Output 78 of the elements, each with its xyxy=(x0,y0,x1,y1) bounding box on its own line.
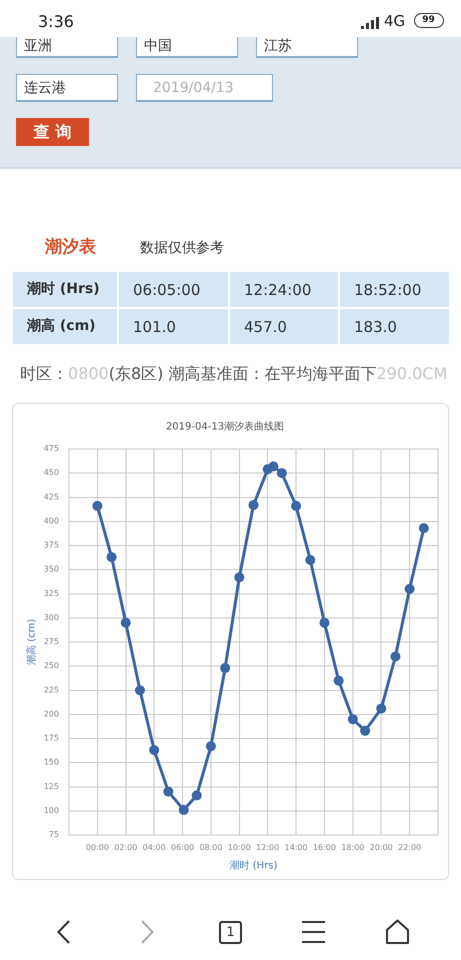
y-tick-label: 225 xyxy=(44,685,59,694)
x-tick-label: 04:00 xyxy=(142,842,166,852)
y-tick-label: 125 xyxy=(44,782,59,791)
text: 潮高 (cm) xyxy=(27,318,96,335)
y-axis-title: 潮高 (cm) xyxy=(26,618,38,666)
x-tick-label: 12:00 xyxy=(256,842,280,852)
x-tick-label: 22:00 xyxy=(398,842,422,852)
y-tick-label: 350 xyxy=(44,564,59,574)
text: 潮时 (Hrs) xyxy=(27,281,100,298)
x-tick-label: 10:00 xyxy=(228,842,251,852)
y-tick-label: 400 xyxy=(44,516,59,526)
text: 4G xyxy=(384,12,406,30)
x-tick-label: 02:00 xyxy=(114,842,138,852)
point xyxy=(234,572,244,582)
text: 3:36 xyxy=(38,12,74,30)
y-tick-label: 250 xyxy=(44,661,59,670)
battery-icon: 99 xyxy=(414,13,444,28)
point xyxy=(192,790,202,800)
x-tick-label: 16:00 xyxy=(312,842,336,852)
point xyxy=(376,704,386,714)
y-tick-label: 175 xyxy=(44,734,59,743)
x-tick-label: 20:00 xyxy=(370,842,393,852)
point xyxy=(390,651,400,662)
y-tick-label: 425 xyxy=(44,492,59,502)
x-tick-label: 06:00 xyxy=(171,842,194,852)
text-field: 亚洲 xyxy=(16,37,118,58)
y-tick-label: 275 xyxy=(44,637,59,646)
point xyxy=(319,618,330,628)
text: 时区： xyxy=(20,364,68,383)
point xyxy=(134,685,145,696)
text: (东8区) 潮高基准面：在平均海平面下 xyxy=(108,364,376,383)
point xyxy=(92,500,102,511)
text: 潮汐表 xyxy=(45,237,96,257)
query-button: 查询 xyxy=(16,118,89,146)
text: 数据仅供参考 xyxy=(140,240,224,256)
point xyxy=(206,741,216,752)
x-tick-label: 14:00 xyxy=(284,842,308,852)
text: 06:05:00 xyxy=(133,280,200,298)
y-tick-label: 375 xyxy=(44,540,59,550)
point xyxy=(178,804,189,815)
text: 183.0 xyxy=(354,318,397,336)
chart-title: 2019-04-13潮汐表曲线图 xyxy=(166,420,284,433)
y-tick-label: 300 xyxy=(44,612,59,622)
text: 101.0 xyxy=(133,318,176,336)
point xyxy=(268,461,278,472)
y-tick-label: 475 xyxy=(44,444,59,454)
point xyxy=(291,500,302,511)
point xyxy=(106,552,117,562)
x-tick-label: 18:00 xyxy=(341,842,364,852)
point xyxy=(120,618,131,628)
point xyxy=(220,663,230,674)
point xyxy=(404,584,415,594)
text: 12:24:00 xyxy=(244,280,312,298)
x-tick-label: 00:00 xyxy=(86,842,109,852)
tabs-icon: 1 xyxy=(219,921,242,944)
text-field: 江苏 xyxy=(256,37,358,58)
x-axis-title: 潮时 (Hrs) xyxy=(230,860,278,872)
text-field: 中国 xyxy=(136,37,238,58)
point xyxy=(163,786,174,797)
y-tick-label: 100 xyxy=(44,806,59,815)
point xyxy=(348,714,358,724)
text: 457.0 xyxy=(244,318,287,336)
y-tick-label: 450 xyxy=(44,468,59,478)
y-tick-label: 75 xyxy=(48,830,59,840)
point xyxy=(248,500,258,510)
point xyxy=(149,745,160,756)
x-tick-label: 08:00 xyxy=(199,842,222,852)
point xyxy=(305,554,316,565)
point xyxy=(334,676,344,686)
text-field: 连云港 xyxy=(16,74,118,102)
y-tick-label: 150 xyxy=(44,758,59,767)
text-field: 2019/04/13 xyxy=(136,74,273,102)
point xyxy=(276,468,287,478)
point xyxy=(360,726,370,736)
point xyxy=(418,523,429,534)
y-tick-label: 325 xyxy=(44,588,59,598)
text: 18:52:00 xyxy=(354,280,422,298)
y-tick-label: 200 xyxy=(44,709,59,718)
